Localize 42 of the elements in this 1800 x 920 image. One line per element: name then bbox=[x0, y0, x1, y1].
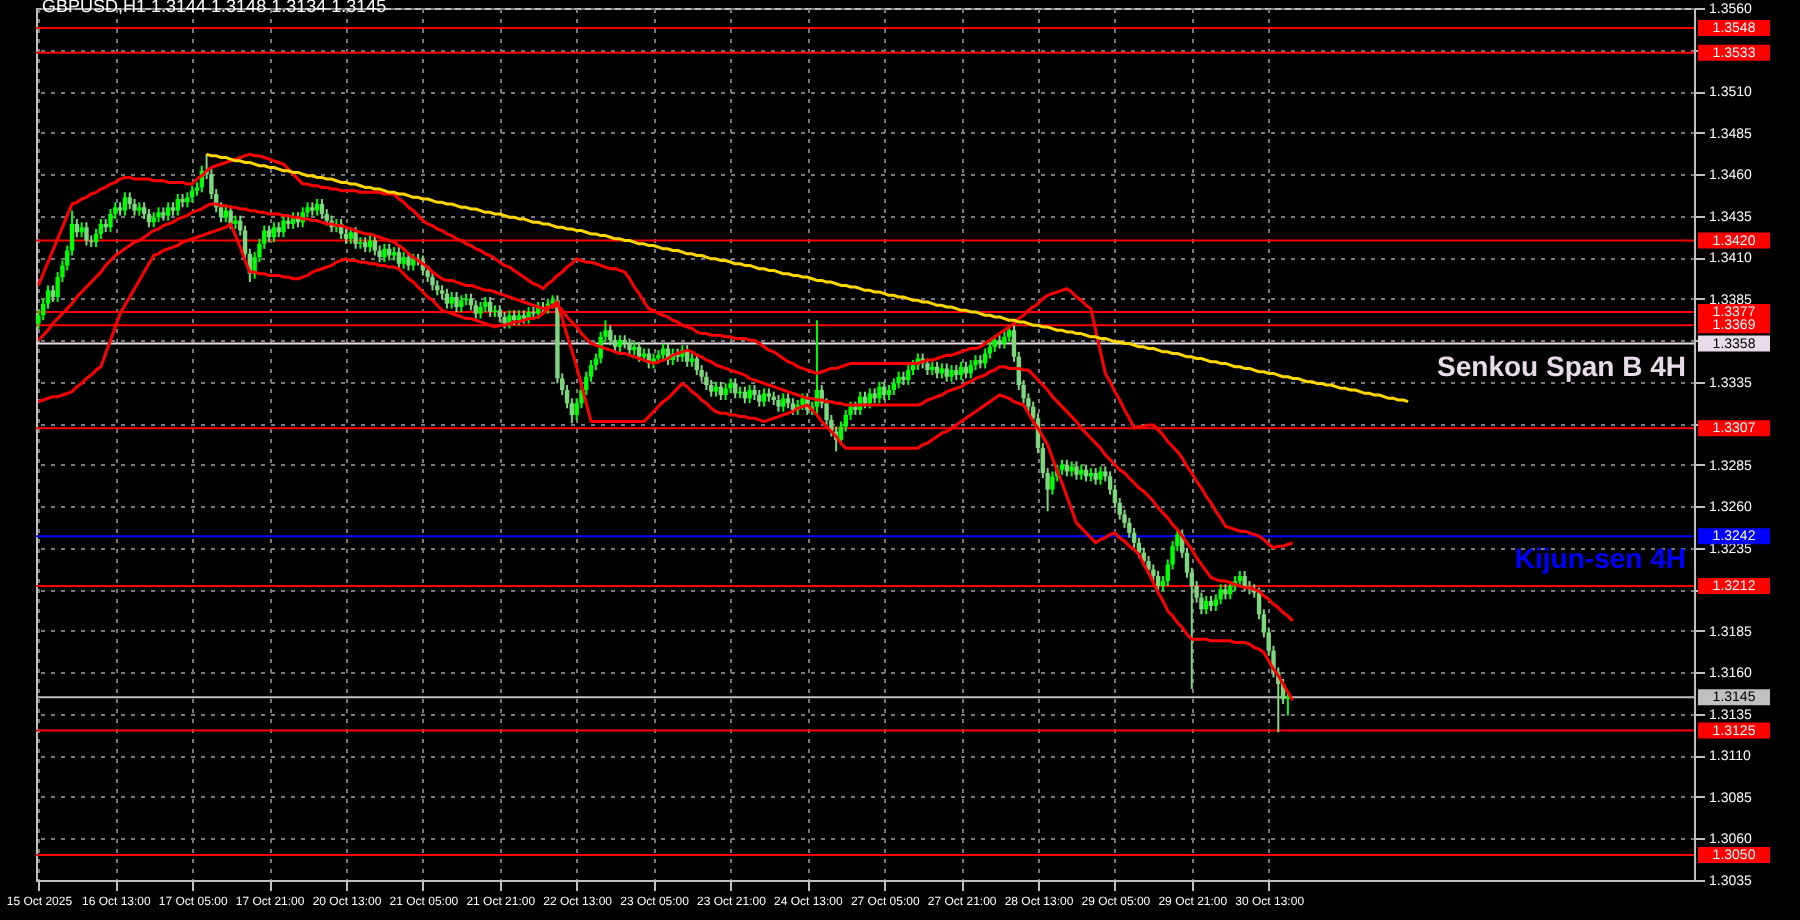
candlestick bbox=[281, 214, 286, 239]
candlestick bbox=[761, 387, 767, 408]
candlestick bbox=[382, 242, 387, 264]
candlestick bbox=[1155, 570, 1161, 592]
chart-title: GBPUSD,H1 1.3144 1.3148 1.3134 1.3145 bbox=[42, 0, 387, 16]
candlestick bbox=[733, 377, 738, 400]
candlestick bbox=[982, 347, 988, 370]
candlestick bbox=[487, 296, 493, 318]
candlestick bbox=[608, 324, 613, 347]
candlestick bbox=[98, 217, 104, 240]
candlestick bbox=[1098, 465, 1103, 486]
candlestick bbox=[906, 364, 911, 387]
candlestick bbox=[122, 191, 128, 217]
candlestick bbox=[271, 221, 277, 244]
candlestick bbox=[1074, 460, 1079, 481]
candlestick bbox=[1242, 570, 1247, 592]
candlestick bbox=[454, 291, 459, 313]
candlestick bbox=[175, 193, 180, 217]
candlestick bbox=[353, 226, 358, 250]
line-series bbox=[205, 152, 1410, 404]
candlestick bbox=[473, 299, 478, 320]
candlestick bbox=[704, 370, 709, 392]
candlestick bbox=[84, 221, 89, 247]
candlestick bbox=[1285, 691, 1291, 717]
candlestick bbox=[430, 271, 435, 292]
annotation: Kijun-sen 4H bbox=[1514, 542, 1686, 575]
candlestick bbox=[944, 362, 949, 383]
candlestick bbox=[406, 251, 411, 272]
candlestick bbox=[877, 380, 882, 405]
candlestick bbox=[108, 207, 113, 234]
candlestick bbox=[319, 198, 325, 220]
annotation: Senkou Span B 4H bbox=[1437, 349, 1686, 382]
candlestick bbox=[694, 352, 699, 377]
candlestick bbox=[444, 287, 450, 310]
candlestick bbox=[747, 384, 752, 405]
candlestick bbox=[1218, 583, 1223, 606]
candlestick bbox=[396, 246, 402, 270]
candlestick bbox=[165, 201, 171, 222]
candlestick bbox=[867, 387, 873, 410]
candlestick bbox=[781, 392, 786, 413]
candlestick bbox=[1050, 470, 1055, 496]
candlestick bbox=[843, 408, 848, 433]
